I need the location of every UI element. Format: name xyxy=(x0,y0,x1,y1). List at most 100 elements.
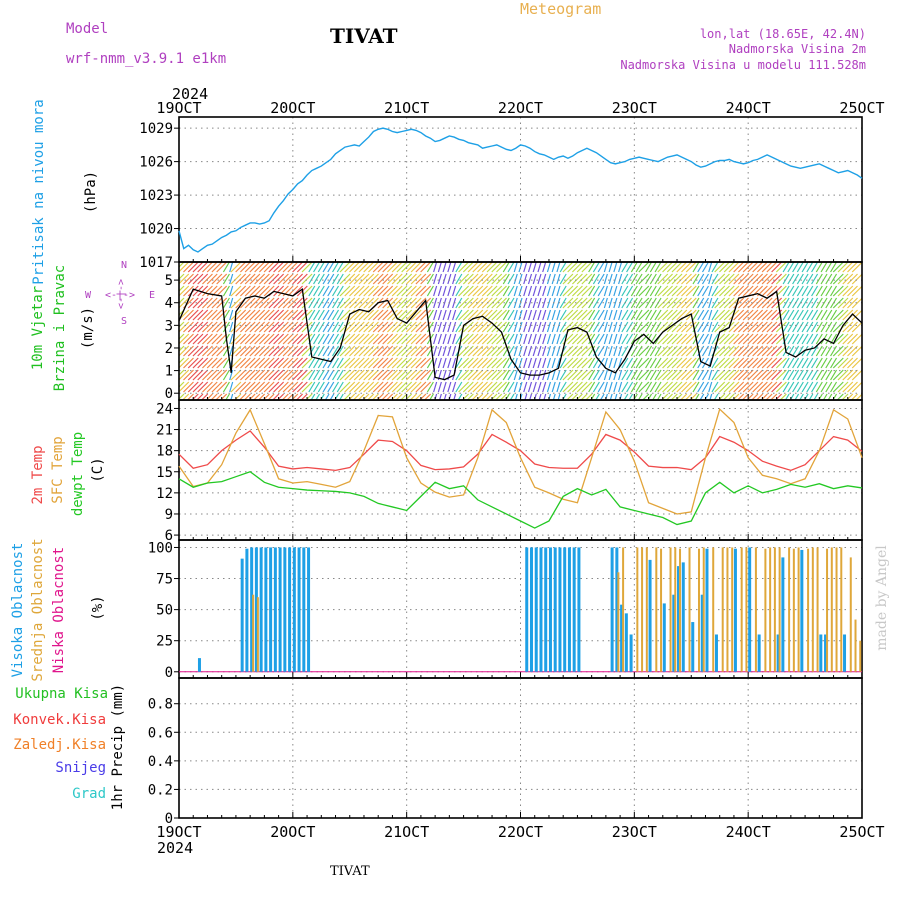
wind-barb xyxy=(442,357,447,369)
wind-barb xyxy=(222,285,230,297)
wind-label-2: Brzina i Pravac xyxy=(52,265,68,391)
wind-barb xyxy=(222,321,230,333)
wind-barb xyxy=(666,333,678,345)
wind-barb xyxy=(752,369,764,381)
wind-barb xyxy=(576,357,588,369)
wind-barb xyxy=(733,381,745,393)
wind-barb xyxy=(466,393,474,400)
x-tick-label: 22OCT xyxy=(498,99,543,117)
wind-barb xyxy=(697,262,705,273)
wind-barb xyxy=(708,381,713,393)
wind-barb xyxy=(751,393,759,400)
wind-barb xyxy=(258,369,270,381)
wind-barb xyxy=(527,273,533,285)
wind-barb xyxy=(837,262,849,273)
wind-barb xyxy=(794,393,800,400)
wind-barb xyxy=(395,393,403,400)
wind-barb xyxy=(830,262,838,273)
wind-barb xyxy=(847,273,858,285)
cloud-bar xyxy=(788,547,791,672)
cloud-bar xyxy=(849,557,852,672)
wind-barb xyxy=(820,357,828,369)
wind-barb xyxy=(588,369,596,381)
wind-barb xyxy=(657,357,669,369)
wind-barb xyxy=(230,297,242,309)
wind-barb xyxy=(263,273,275,285)
wind-barb xyxy=(358,357,370,369)
wind-barb xyxy=(249,273,261,285)
wind-barb xyxy=(491,333,503,345)
wind-barb xyxy=(477,273,488,285)
wind-unit: (m/s) xyxy=(80,307,96,349)
wind-barb xyxy=(723,333,735,345)
wind-barb xyxy=(618,369,623,381)
wind-barb xyxy=(728,369,740,381)
wind-barb xyxy=(842,357,854,369)
wind-barb xyxy=(684,393,692,400)
wind-barb xyxy=(486,369,498,381)
cloud-bar xyxy=(712,547,715,672)
wind-barb xyxy=(532,345,537,357)
wind-barb xyxy=(666,273,678,285)
wind-barb xyxy=(258,262,270,273)
wind-barb xyxy=(825,321,833,333)
wind-barb xyxy=(737,262,749,273)
wind-barb xyxy=(588,357,596,369)
wind-barb xyxy=(442,297,447,309)
wind-barb xyxy=(472,321,484,333)
wind-barb xyxy=(825,285,833,297)
wind-barb xyxy=(273,369,285,381)
wind-barb xyxy=(654,369,662,381)
wind-barb xyxy=(308,262,316,273)
wind-barb xyxy=(229,309,234,321)
wind-barb xyxy=(761,321,773,333)
wind-barb xyxy=(775,297,787,309)
wind-barb xyxy=(635,357,643,369)
wind-barb xyxy=(742,381,754,393)
wind-barb xyxy=(313,333,321,345)
wind-barb xyxy=(179,345,190,357)
wind-barb xyxy=(317,285,325,297)
wind-barb xyxy=(263,369,275,381)
wind-barb xyxy=(608,345,613,357)
wind-barb xyxy=(787,262,795,273)
wind-barb xyxy=(254,309,266,321)
cloud-bar xyxy=(757,634,761,672)
wind-barb xyxy=(338,393,344,400)
wind-barb xyxy=(382,309,394,321)
wind-barb xyxy=(551,381,556,393)
wind-barb xyxy=(697,309,705,321)
y-tick-label: 50 xyxy=(156,603,173,619)
wind-barb xyxy=(775,262,787,273)
wind-barb xyxy=(496,285,507,297)
wind-barb xyxy=(728,297,740,309)
wind-barb xyxy=(387,309,398,321)
wind-barb xyxy=(756,309,768,321)
wind-barb xyxy=(756,321,768,333)
wind-barb xyxy=(723,369,735,381)
cloud-bar xyxy=(840,547,843,672)
wind-barb xyxy=(239,273,251,285)
wind-barb xyxy=(782,285,790,297)
cloud-bar xyxy=(615,547,619,672)
wind-barb xyxy=(621,345,629,357)
wind-barb xyxy=(815,273,823,285)
wind-barb xyxy=(621,333,629,345)
wind-barb xyxy=(597,321,605,333)
wind-barb xyxy=(551,345,556,357)
wind-barb xyxy=(467,357,479,369)
wind-barb xyxy=(523,333,528,345)
wind-barb xyxy=(523,273,528,285)
wind-barb xyxy=(181,393,190,400)
wind-barb xyxy=(405,381,417,393)
wind-barb xyxy=(666,309,678,321)
wind-barb xyxy=(273,333,285,345)
wind-barb xyxy=(551,285,556,297)
wind-barb xyxy=(527,381,533,393)
wind-barb xyxy=(796,381,804,393)
wind-barb xyxy=(761,333,773,345)
wind-barb xyxy=(481,333,493,345)
wind-barb xyxy=(282,357,294,369)
wind-barb xyxy=(317,333,325,345)
wind-barb xyxy=(681,297,692,309)
